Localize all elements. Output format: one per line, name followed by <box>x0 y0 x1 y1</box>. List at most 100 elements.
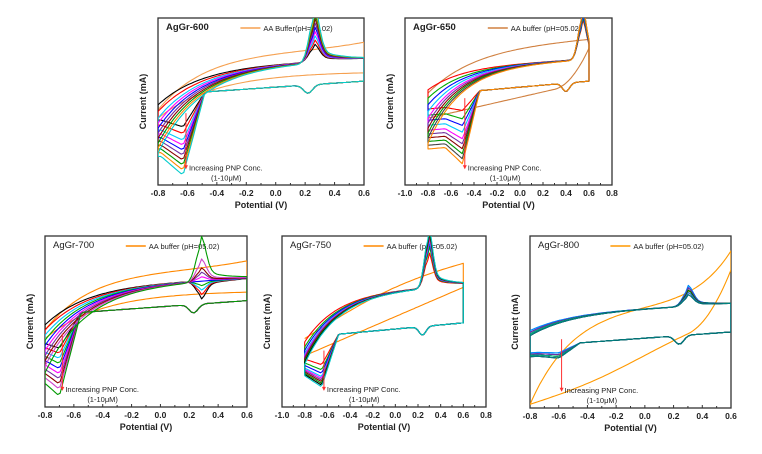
panel-agcr-700: -0.8 -0.6 -0.4 -0.2 0.0 0.2 0.4 0.6 Potential (V… <box>25 235 253 432</box>
x-tick-label: -0.2 <box>124 410 139 420</box>
x-tick-label: -0.4 <box>467 188 482 198</box>
x-tick-label: -0.8 <box>38 410 53 420</box>
x-tick-label: 0.4 <box>696 411 708 421</box>
pnp-curve <box>530 287 731 356</box>
pnp-curve <box>45 236 247 396</box>
x-tick-label: -0.8 <box>523 411 538 421</box>
x-tick-label: 0.2 <box>668 411 680 421</box>
buffer-curve <box>45 260 247 340</box>
pnp-curve <box>304 252 464 365</box>
x-tick-label: -0.2 <box>609 411 624 421</box>
x-tick-label: -0.6 <box>180 188 195 198</box>
x-tick-label: -0.4 <box>210 188 225 198</box>
pnp-curve <box>530 294 731 359</box>
arrow-head-icon <box>60 386 65 391</box>
annotation-text: Increasing PNP Conc. <box>565 386 639 395</box>
x-tick-label: -0.6 <box>67 410 82 420</box>
x-tick-label: 0.4 <box>329 188 341 198</box>
arrow-head-icon <box>462 165 467 170</box>
x-tick-label: -0.8 <box>297 410 312 420</box>
panel-agcr-750: -1.0 -0.8 -0.6 -0.4 -0.2 0.0 0.2 0.4 0.6 0.8 Poten… <box>262 235 492 432</box>
y-axis-title: Current (mA) <box>385 74 395 130</box>
curves <box>530 250 731 405</box>
legend-label: AA buffer (pH=05.02) <box>387 242 458 251</box>
x-tick-label: 0.2 <box>183 410 195 420</box>
buffer-curve <box>427 38 590 119</box>
annotation-subtext: (1-10μM) <box>490 173 521 182</box>
x-tick-label: -0.2 <box>239 188 254 198</box>
x-tick-label: 0.8 <box>480 410 492 420</box>
annotation-text: Increasing PNP Conc. <box>327 385 401 394</box>
buffer-curve <box>530 250 731 405</box>
x-tick-label: 0.6 <box>725 411 737 421</box>
x-tick-label: 0.0 <box>389 410 401 420</box>
curves <box>427 18 590 165</box>
x-tick-label: 0.4 <box>435 410 447 420</box>
x-axis-title: Potential (V) <box>235 200 288 210</box>
x-tick-label: 0.4 <box>212 410 224 420</box>
panel-title: AgGr-750 <box>290 240 331 251</box>
x-tick-label: 0.0 <box>514 188 526 198</box>
arrow-head-icon <box>183 165 188 170</box>
panel-agcr-600: -0.8 -0.6 -0.4 -0.2 0.0 0.2 0.4 0.6 Potential (V… <box>138 17 370 210</box>
x-tick-label: 0.6 <box>457 410 469 420</box>
x-tick-label: -0.6 <box>551 411 566 421</box>
arrow-head-icon <box>559 387 564 392</box>
x-tick-label: -0.2 <box>490 188 505 198</box>
pnp-curve <box>530 284 731 354</box>
pnp-curve <box>304 246 464 370</box>
annotation-text: Increasing PNP Conc. <box>468 163 542 172</box>
panel-agcr-800: -0.8 -0.6 -0.4 -0.2 0.0 0.2 0.4 0.6 Potential (V… <box>510 235 737 433</box>
legend-label: AA buffer (pH=05.02) <box>511 24 582 33</box>
x-tick-label: 0.6 <box>358 188 370 198</box>
y-axis-title: Current (mA) <box>262 294 272 350</box>
arrow-head-icon <box>321 386 326 391</box>
x-tick-label: 0.2 <box>299 188 311 198</box>
annotation-subtext: (1-10μM) <box>87 395 118 404</box>
x-tick-label: -1.0 <box>275 410 290 420</box>
pnp-curve <box>304 236 464 387</box>
x-tick-label: 0.0 <box>639 411 651 421</box>
annotation-subtext: (1-10μM) <box>211 173 242 182</box>
x-tick-label: -0.6 <box>320 410 335 420</box>
legend-label: AA buffer (pH=05.02) <box>633 242 704 251</box>
x-tick-label: 0.2 <box>537 188 549 198</box>
curves <box>158 18 364 175</box>
legend-label: AA buffer (pH=05.02) <box>149 242 220 251</box>
x-tick-label: -1.0 <box>398 188 413 198</box>
x-axis-title: Potential (V) <box>120 422 173 432</box>
x-tick-label: 0.6 <box>241 410 253 420</box>
plot-frame <box>157 17 365 186</box>
y-axis-title: Current (mA) <box>138 74 148 130</box>
panel-title: AgGr-700 <box>53 240 94 251</box>
y-axis-title: Current (mA) <box>510 294 520 350</box>
x-tick-label: -0.8 <box>151 188 166 198</box>
annotation-subtext: (1-10μM) <box>349 395 380 404</box>
x-tick-label: -0.4 <box>580 411 595 421</box>
panel-agcr-650: -1.0 -0.8 -0.6 -0.4 -0.2 0.0 0.2 0.4 0.6 0.8 Poten… <box>385 17 618 210</box>
x-tick-label: -0.4 <box>95 410 110 420</box>
pnp-curve <box>158 18 364 175</box>
x-axis-title: Potential (V) <box>358 422 411 432</box>
pnp-curve <box>427 18 590 165</box>
legend-label: AA Buffer(pH=05.02) <box>263 24 333 33</box>
x-tick-label: -0.6 <box>444 188 459 198</box>
curves <box>45 236 247 396</box>
x-tick-label: -0.4 <box>343 410 358 420</box>
y-axis-title: Current (mA) <box>25 294 35 350</box>
x-tick-label: 0.2 <box>412 410 424 420</box>
x-tick-label: 0.0 <box>155 410 167 420</box>
panel-title: AgGr-800 <box>538 240 579 251</box>
x-tick-label: 0.0 <box>270 188 282 198</box>
pnp-curve <box>427 19 590 112</box>
annotation-subtext: (1-10μM) <box>587 396 618 405</box>
x-axis-title: Potential (V) <box>604 423 657 433</box>
curves <box>304 236 464 387</box>
buffer-curve <box>158 41 364 119</box>
x-tick-label: 0.4 <box>560 188 572 198</box>
x-axis-title: Potential (V) <box>482 200 535 210</box>
x-tick-label: -0.2 <box>365 410 380 420</box>
annotation-text: Increasing PNP Conc. <box>189 163 263 172</box>
pnp-curve <box>530 294 731 359</box>
